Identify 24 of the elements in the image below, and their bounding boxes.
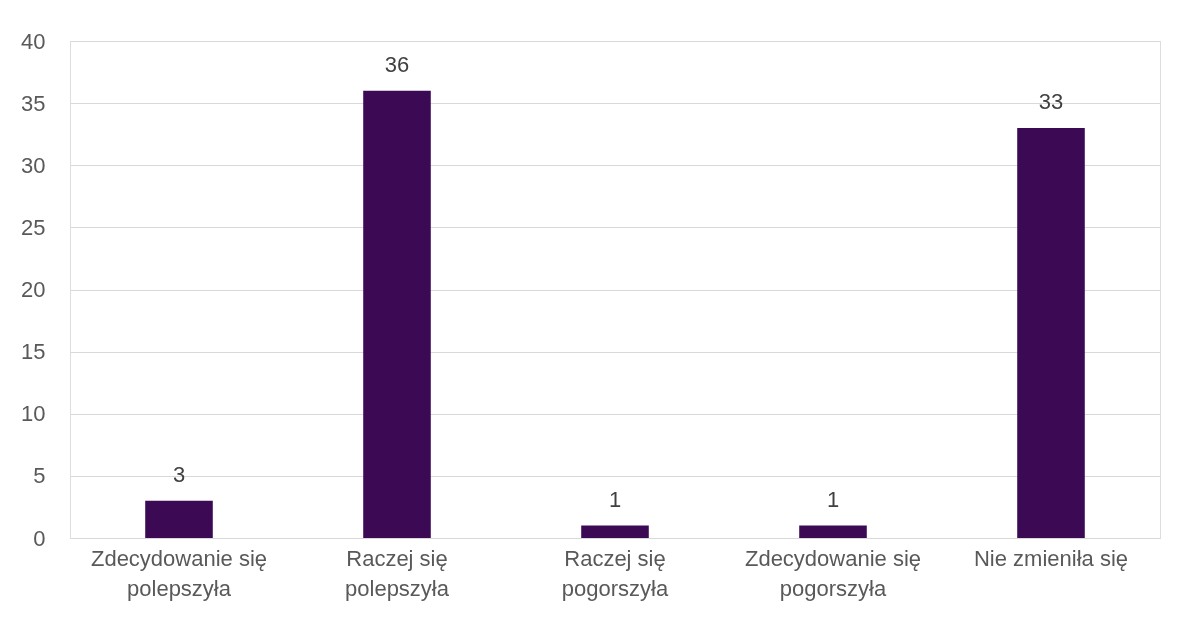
data-label: 3: [172, 461, 186, 487]
y-tick-label: 0: [33, 525, 46, 551]
y-tick-label: 5: [33, 463, 46, 489]
data-label: 1: [826, 486, 840, 512]
x-tick-label: Zdecydowanie się polepszyła: [90, 545, 268, 601]
y-tick-label: 30: [21, 152, 46, 178]
y-tick-label: 10: [21, 401, 46, 427]
bar: [581, 525, 649, 538]
bar: [1017, 127, 1085, 538]
data-label: 33: [1038, 88, 1064, 114]
data-label: 1: [608, 486, 622, 512]
y-tick-label: 35: [21, 90, 46, 116]
bar: [799, 525, 867, 538]
x-tick-label: Raczej się polepszyła: [345, 545, 450, 601]
y-tick-label: 25: [21, 214, 46, 240]
x-tick-label: Raczej się pogorszyła: [561, 545, 669, 601]
x-tick-label: Zdecydowanie się pogorszyła: [744, 545, 922, 601]
bar: [145, 500, 213, 538]
data-label: 36: [384, 51, 410, 77]
bar: [363, 90, 431, 538]
y-tick-label: 20: [21, 277, 46, 302]
y-tick-label: 40: [21, 28, 46, 54]
x-tick-label: Nie zmieniła się: [973, 545, 1129, 571]
y-tick-label: 15: [21, 339, 46, 365]
